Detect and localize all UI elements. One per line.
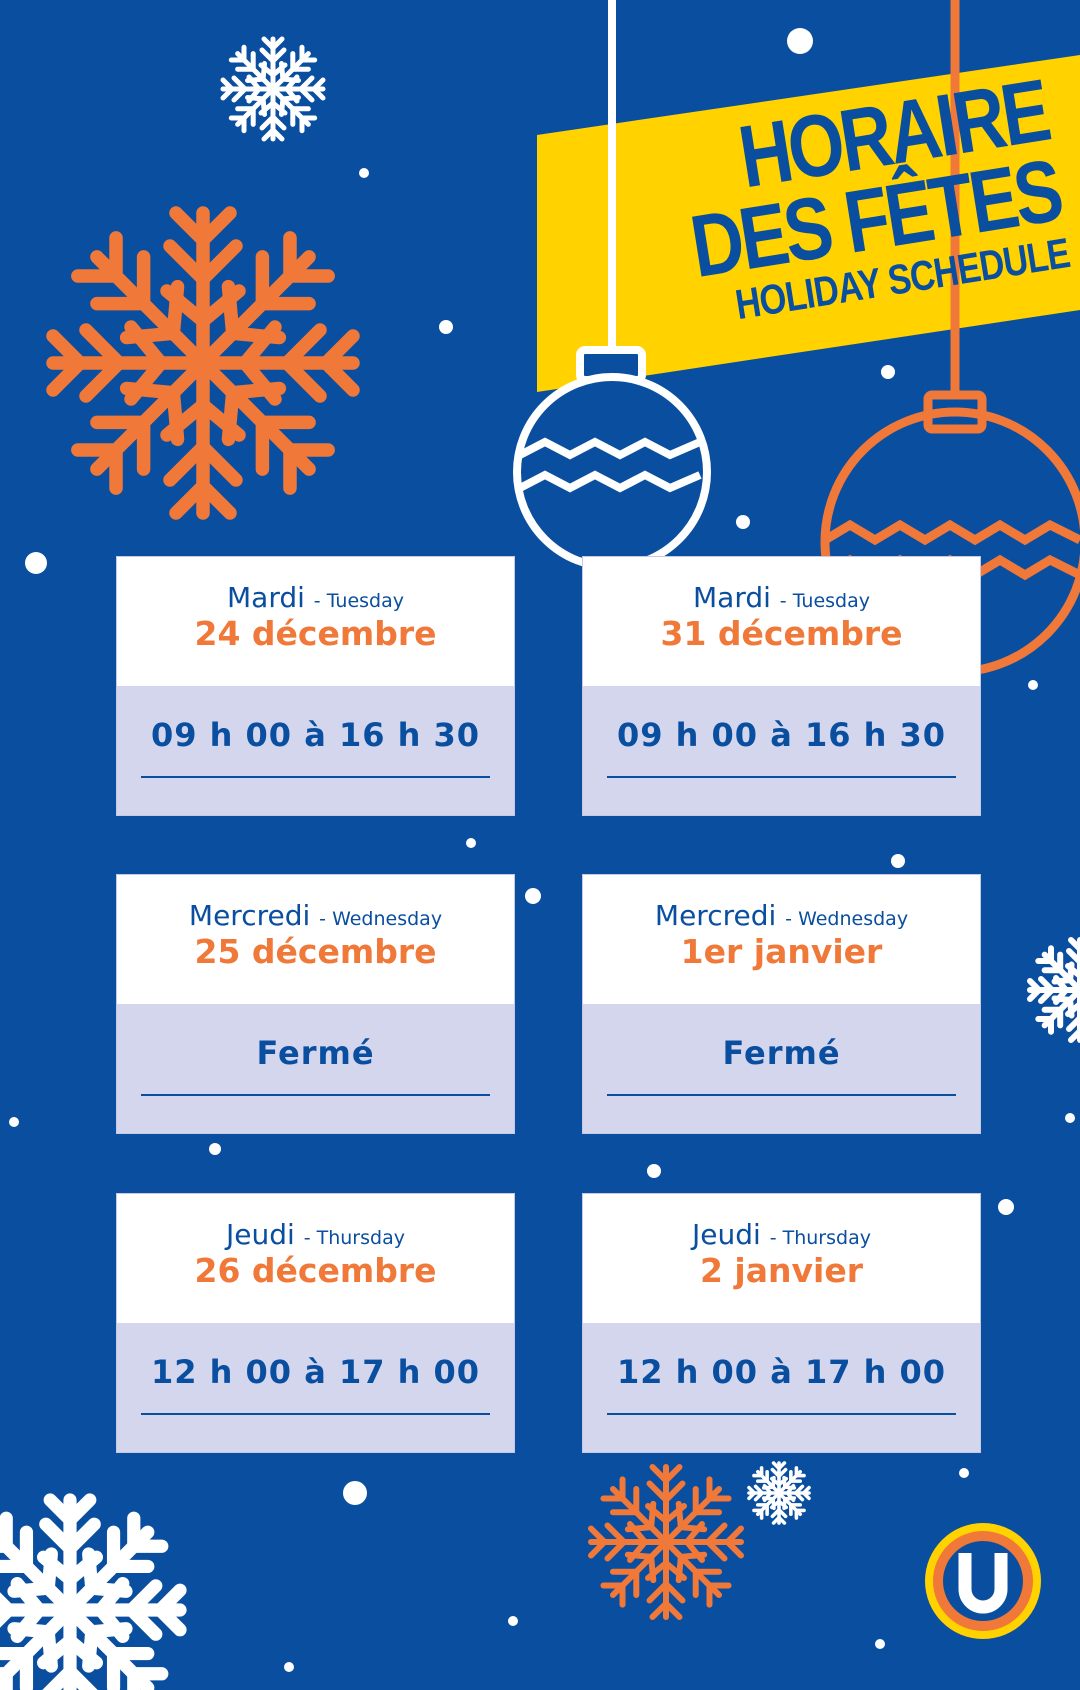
date-label: 31 décembre [660,614,903,653]
white-snowflake-icon [1030,940,1080,1040]
day-label: Mercredi - Wednesday [583,899,980,932]
orange-snowflake-icon [53,213,353,513]
day-label: Jeudi - Thursday [583,1218,980,1251]
card-header: Mercredi - Wednesday 1er janvier [583,875,980,1004]
card-header: Mardi - Tuesday 31 décembre [583,557,980,686]
day-label: Jeudi - Thursday [117,1218,514,1251]
card-header: Mardi - Tuesday 24 décembre [117,557,514,686]
title-banner [537,55,1080,392]
date-label: 24 décembre [194,614,437,653]
divider [141,1413,490,1415]
day-en: - Thursday [769,1227,871,1249]
white-snowflake-icon [223,39,323,139]
white-snowflake-icon [0,1500,180,1690]
divider [141,1094,490,1096]
day-fr: Mercredi [654,899,777,932]
schedule-card: Mardi - Tuesday 31 décembre 09 h 00 à 16… [582,556,981,816]
day-fr: Jeudi [692,1218,761,1251]
schedule-card: Mercredi - Wednesday 1er janvier Fermé [582,874,981,1134]
schedule-card: Mercredi - Wednesday 25 décembre Fermé [116,874,515,1134]
white-ornament-icon [513,0,711,571]
card-header: Jeudi - Thursday 26 décembre [117,1194,514,1323]
hours-label: 12 h 00 à 17 h 00 [150,1353,481,1391]
card-header: Mercredi - Wednesday 25 décembre [117,875,514,1004]
day-fr: Mardi [693,581,771,614]
snow-dots [9,28,1075,1672]
divider [141,776,490,778]
logo [925,1523,1041,1639]
card-header: Jeudi - Thursday 2 janvier [583,1194,980,1323]
hours-label: Fermé [722,1034,841,1072]
date-label: 1er janvier [680,932,883,971]
hours-label: 09 h 00 à 16 h 30 [150,716,481,754]
day-label: Mardi - Tuesday [117,581,514,614]
date-label: 26 décembre [194,1251,437,1290]
hours-label: Fermé [256,1034,375,1072]
day-fr: Mercredi [188,899,311,932]
day-label: Mercredi - Wednesday [117,899,514,932]
day-en: - Tuesday [779,590,870,612]
divider [607,1413,956,1415]
day-en: - Thursday [303,1227,405,1249]
day-en: - Tuesday [313,590,404,612]
schedule-card: Jeudi - Thursday 26 décembre 12 h 00 à 1… [116,1193,515,1453]
date-label: 2 janvier [699,1251,863,1290]
day-en: - Wednesday [319,908,443,930]
day-fr: Mardi [227,581,305,614]
divider [607,776,956,778]
hours-label: 09 h 00 à 16 h 30 [616,716,947,754]
schedule-card: Mardi - Tuesday 24 décembre 09 h 00 à 16… [116,556,515,816]
divider [607,1094,956,1096]
white-snowflake-icon [749,1463,809,1523]
schedule-card: Jeudi - Thursday 2 janvier 12 h 00 à 17 … [582,1193,981,1453]
hours-label: 12 h 00 à 17 h 00 [616,1353,947,1391]
orange-snowflake-icon [591,1467,741,1617]
day-fr: Jeudi [226,1218,295,1251]
date-label: 25 décembre [194,932,437,971]
day-label: Mardi - Tuesday [583,581,980,614]
day-en: - Wednesday [785,908,909,930]
